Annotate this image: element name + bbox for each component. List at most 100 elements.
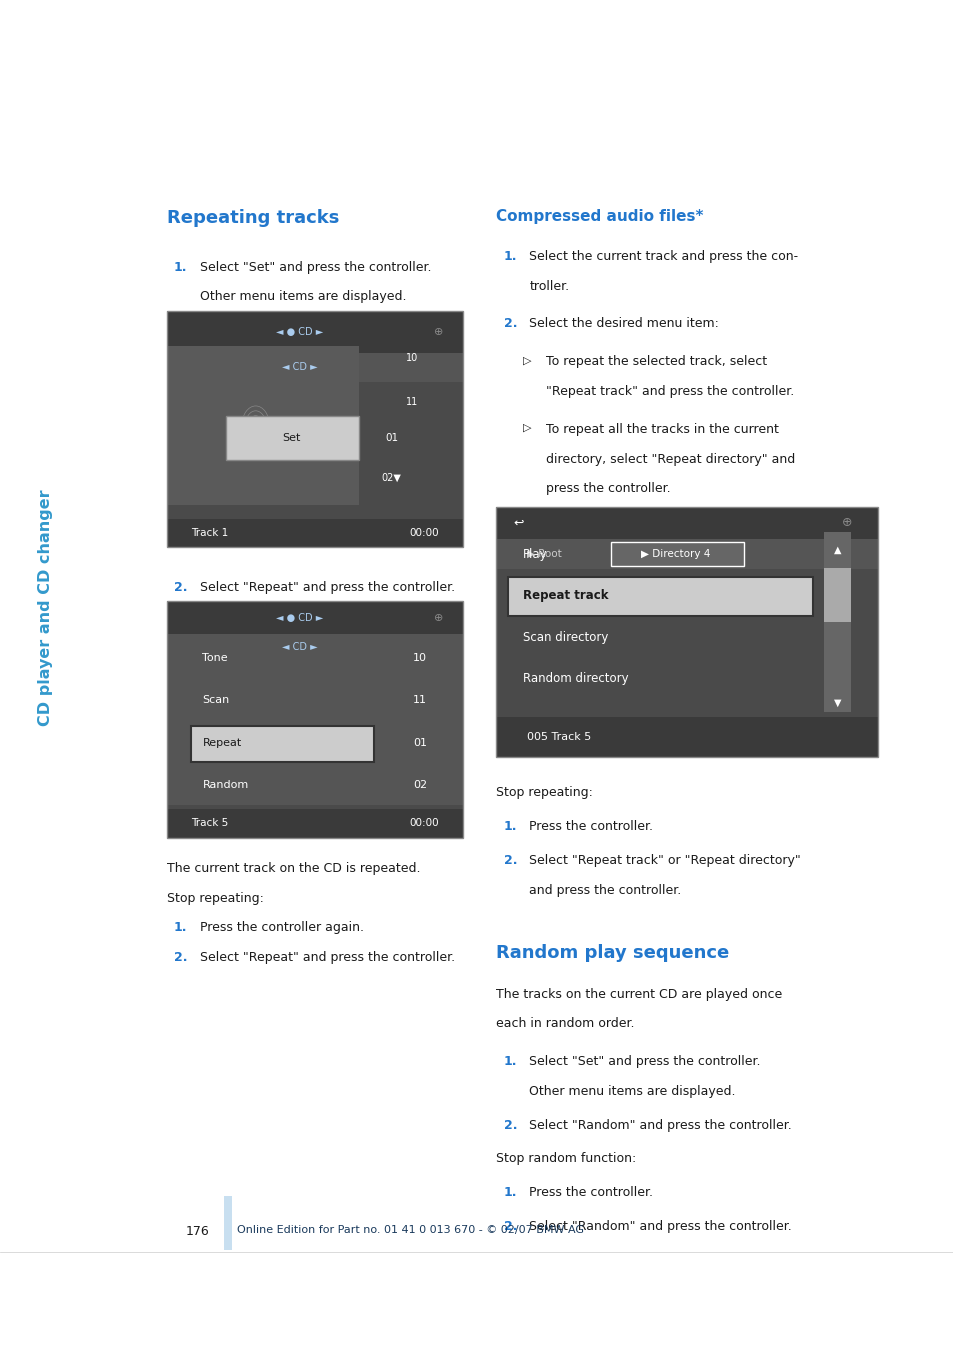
- Bar: [191, 725, 374, 762]
- Text: 00:00: 00:00: [409, 819, 438, 828]
- Text: Tone: Tone: [202, 653, 228, 663]
- Text: Stop random function:: Stop random function:: [496, 1152, 636, 1166]
- Text: CD player and CD changer: CD player and CD changer: [38, 489, 53, 727]
- Text: Random directory: Random directory: [522, 671, 628, 685]
- Text: Other menu items are displayed.: Other menu items are displayed.: [529, 1085, 735, 1098]
- Bar: [823, 567, 850, 621]
- Text: 11: 11: [406, 397, 417, 407]
- Text: Set: Set: [282, 434, 300, 443]
- Text: 2.: 2.: [503, 1119, 517, 1132]
- Text: Repeating tracks: Repeating tracks: [167, 209, 339, 227]
- Bar: [610, 542, 743, 566]
- Text: 1.: 1.: [503, 250, 517, 263]
- Bar: [167, 346, 358, 505]
- Text: 02▼: 02▼: [381, 473, 401, 484]
- Bar: [167, 601, 462, 838]
- Text: ↩: ↩: [513, 516, 524, 530]
- Bar: [167, 311, 462, 547]
- Text: directory, select "Repeat directory" and: directory, select "Repeat directory" and: [545, 453, 794, 466]
- Text: Select "Repeat" and press the controller.: Select "Repeat" and press the controller…: [200, 581, 455, 594]
- Text: 005 Track 5: 005 Track 5: [526, 731, 590, 742]
- Text: troller.: troller.: [529, 280, 569, 293]
- Text: ◄ CD ►: ◄ CD ►: [282, 642, 317, 653]
- Text: 10: 10: [413, 653, 427, 663]
- Text: Repeat track: Repeat track: [522, 589, 608, 603]
- Text: Play: Play: [522, 549, 547, 561]
- Text: Compressed audio files*: Compressed audio files*: [496, 209, 703, 224]
- Text: Scan directory: Scan directory: [522, 631, 607, 643]
- Text: Select "Set" and press the controller.: Select "Set" and press the controller.: [200, 261, 432, 274]
- Text: Stop repeating:: Stop repeating:: [167, 892, 264, 905]
- Text: 01: 01: [413, 738, 427, 748]
- Text: Track 5: Track 5: [191, 819, 228, 828]
- Text: Select "Random" and press the controller.: Select "Random" and press the controller…: [529, 1119, 791, 1132]
- Text: 2.: 2.: [503, 1220, 517, 1233]
- Bar: [167, 635, 462, 661]
- Text: ⊕: ⊕: [434, 327, 443, 336]
- Text: "Repeat track" and press the controller.: "Repeat track" and press the controller.: [545, 385, 793, 399]
- Text: Track 1: Track 1: [191, 528, 228, 538]
- Text: ◄ CD ►: ◄ CD ►: [282, 362, 317, 373]
- Text: Press the controller.: Press the controller.: [529, 820, 653, 834]
- Text: 2.: 2.: [173, 951, 187, 965]
- Text: To repeat the selected track, select: To repeat the selected track, select: [545, 355, 766, 369]
- Text: 02: 02: [413, 781, 427, 790]
- Text: 00:00: 00:00: [409, 528, 438, 538]
- Text: ◄ ● CD ►: ◄ ● CD ►: [276, 613, 323, 623]
- Text: Random: Random: [202, 781, 249, 790]
- Bar: [496, 507, 877, 757]
- Bar: [167, 601, 462, 635]
- Bar: [167, 311, 462, 547]
- Bar: [167, 519, 462, 547]
- Text: 2.: 2.: [173, 581, 187, 594]
- Text: ⊕: ⊕: [434, 613, 443, 623]
- Text: Select the desired menu item:: Select the desired menu item:: [529, 317, 719, 331]
- Text: Select "Random" and press the controller.: Select "Random" and press the controller…: [529, 1220, 791, 1233]
- Text: ◄ ● CD ►: ◄ ● CD ►: [276, 327, 323, 336]
- Text: Stop repeating:: Stop repeating:: [496, 786, 593, 800]
- Text: ▷: ▷: [522, 355, 531, 365]
- Bar: [496, 507, 877, 539]
- Text: To repeat all the tracks in the current: To repeat all the tracks in the current: [545, 423, 778, 436]
- Text: Select the current track and press the con-: Select the current track and press the c…: [529, 250, 798, 263]
- Text: ⊕: ⊕: [841, 516, 852, 530]
- Text: 10: 10: [406, 353, 417, 363]
- Text: 01: 01: [385, 434, 397, 443]
- Bar: [167, 809, 462, 838]
- Text: ▷: ▷: [522, 423, 531, 432]
- Text: Press the controller.: Press the controller.: [529, 1186, 653, 1200]
- Bar: [167, 601, 462, 838]
- Text: Repeat: Repeat: [202, 738, 241, 748]
- Bar: [496, 716, 877, 757]
- Text: Other menu items are displayed.: Other menu items are displayed.: [200, 290, 406, 304]
- Bar: [167, 635, 462, 805]
- Bar: [823, 532, 850, 712]
- Text: 1.: 1.: [173, 921, 187, 935]
- Text: and press the controller.: and press the controller.: [529, 884, 681, 897]
- Text: 1.: 1.: [503, 1055, 517, 1069]
- Bar: [167, 311, 462, 354]
- Text: 11: 11: [413, 696, 427, 705]
- Text: Select "Repeat track" or "Repeat directory": Select "Repeat track" or "Repeat directo…: [529, 854, 801, 867]
- Bar: [507, 577, 812, 616]
- Text: 2.: 2.: [503, 854, 517, 867]
- Text: each in random order.: each in random order.: [496, 1017, 634, 1031]
- Text: Select "Repeat" and press the controller.: Select "Repeat" and press the controller…: [200, 951, 455, 965]
- Text: 1.: 1.: [503, 820, 517, 834]
- Text: 2.: 2.: [503, 317, 517, 331]
- Bar: [167, 354, 462, 382]
- Text: ▼: ▼: [833, 697, 841, 708]
- Text: Press the controller again.: Press the controller again.: [200, 921, 364, 935]
- Text: The current track on the CD is repeated.: The current track on the CD is repeated.: [167, 862, 420, 875]
- Text: ▲: ▲: [833, 544, 841, 555]
- Text: 1.: 1.: [503, 1186, 517, 1200]
- Text: 1.: 1.: [173, 261, 187, 274]
- Bar: [224, 1196, 232, 1250]
- Text: ▶ Root: ▶ Root: [526, 549, 560, 559]
- Text: Select "Set" and press the controller.: Select "Set" and press the controller.: [529, 1055, 760, 1069]
- Text: Online Edition for Part no. 01 41 0 013 670 - © 02/07 BMW AG: Online Edition for Part no. 01 41 0 013 …: [236, 1225, 583, 1235]
- Text: Random play sequence: Random play sequence: [496, 944, 728, 962]
- Text: ▶ Directory 4: ▶ Directory 4: [640, 549, 709, 559]
- Text: press the controller.: press the controller.: [545, 482, 670, 496]
- Text: The tracks on the current CD are played once: The tracks on the current CD are played …: [496, 988, 781, 1001]
